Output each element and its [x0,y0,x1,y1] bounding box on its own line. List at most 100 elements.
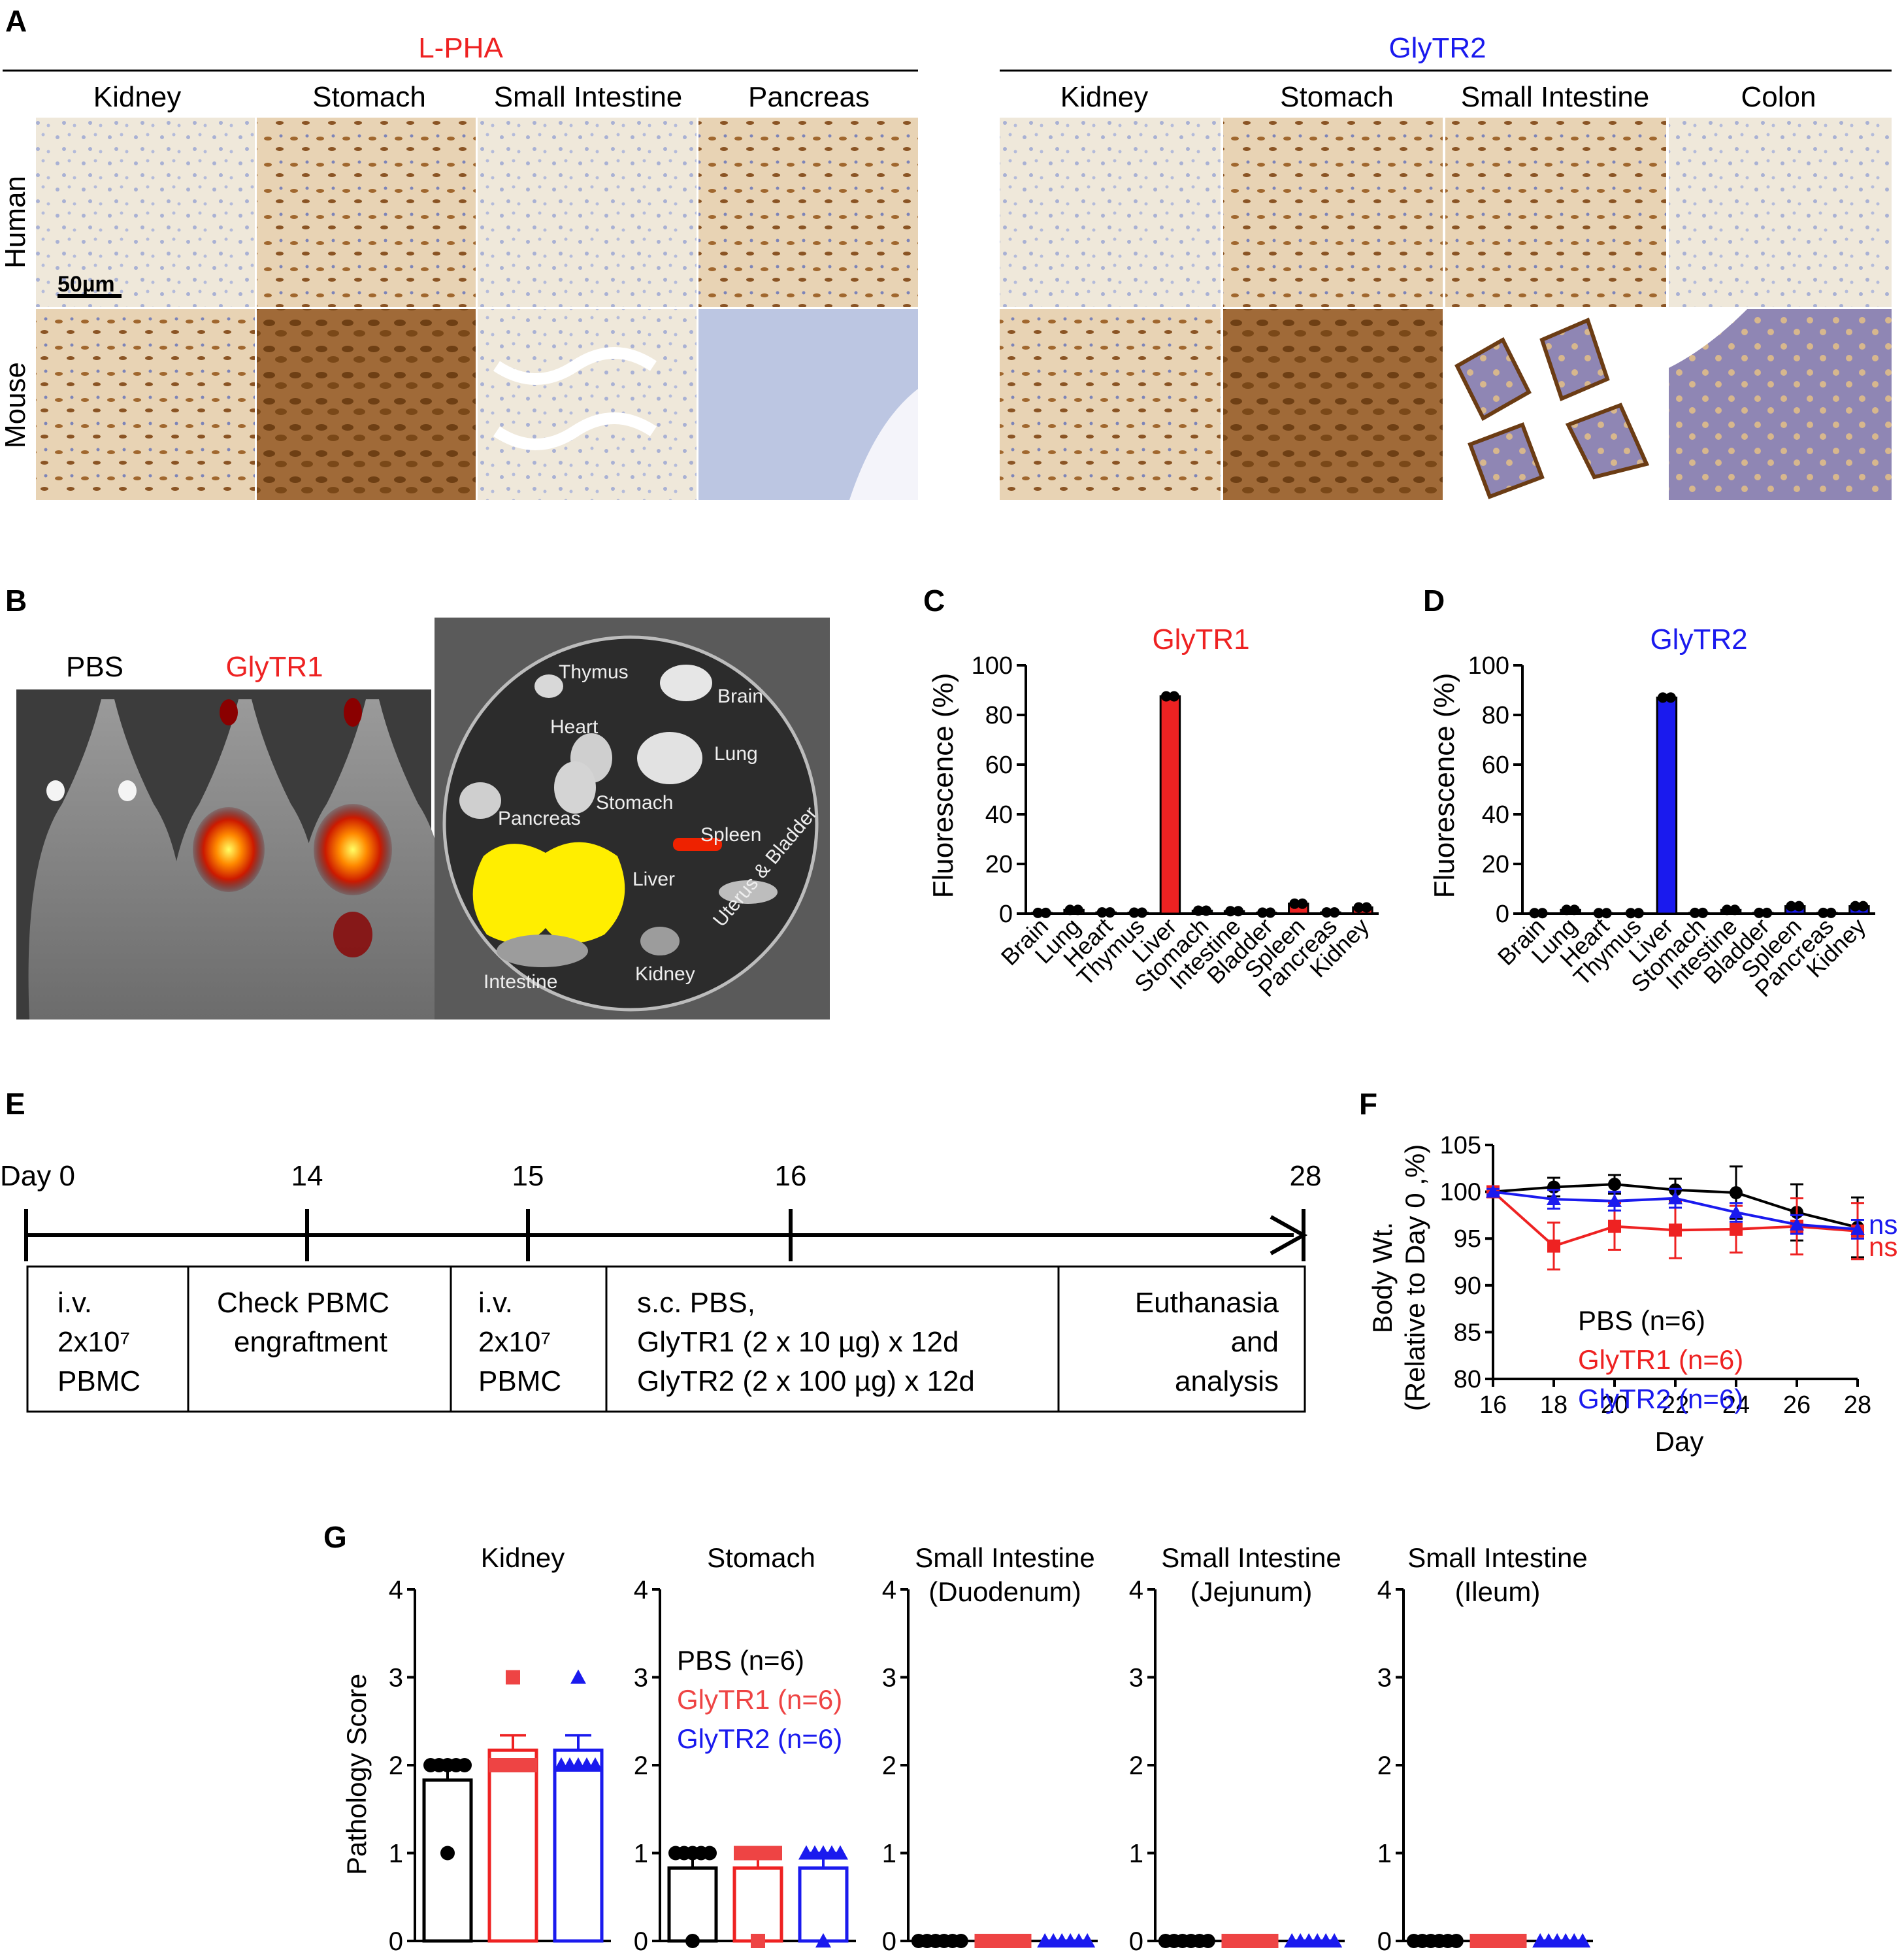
data-point [1264,1934,1279,1948]
x-tick-label: 28 [1844,1391,1871,1419]
y-tick-label: 0 [389,1927,403,1956]
y-tick-label: 85 [1454,1319,1481,1346]
lpha-micrographs: 50µm [36,118,918,500]
data-point [1193,905,1204,916]
data-point [1201,905,1211,916]
organ-label: Intestine [484,971,557,993]
chart-f-xlabel: Day [1655,1426,1704,1457]
ns-glytr1: ns [1869,1231,1897,1262]
y-tick-label: 90 [1454,1272,1481,1300]
subplot-title: Small Intestine [915,1542,1094,1573]
timeline-day: 28 [1290,1160,1322,1192]
y-tick-label: 0 [882,1927,896,1956]
step-text: Check PBMC [217,1287,389,1319]
glytr2-column-header: Small Intestine [1461,81,1650,113]
data-point [685,1934,700,1948]
step-text: 2x10⁷ [478,1326,551,1358]
x-tick-label: 26 [1783,1391,1811,1419]
y-tick-label: 0 [1377,1927,1392,1956]
data-point [768,1846,782,1861]
panel-b-label: B [5,584,27,618]
protocol-step-5: Euthanasia and analysis [1135,1287,1279,1397]
pancreas-lumen [849,389,918,500]
data-point [1858,901,1869,912]
chart-c-ylabel: Fluorescence (%) [927,673,959,899]
panel-e-label: E [5,1087,25,1121]
data-point [1608,1178,1621,1191]
organ-label: Stomach [596,792,673,814]
liver-signal [314,804,392,895]
y-tick-label: 20 [1482,851,1509,878]
panel-a-label: A [5,4,27,38]
y-tick-label: 1 [1129,1840,1143,1868]
y-tick-label: 0 [999,901,1013,928]
legend-pbs: PBS (n=6) [677,1645,804,1676]
organ-label: Liver [632,869,675,890]
micrograph-human-kidney [36,118,255,307]
y-tick-label: 60 [1482,752,1509,779]
step-text: PBMC [57,1365,140,1397]
organ-thymus [534,674,563,698]
data-point [1668,1191,1682,1204]
micrograph-human-kidney-glytr2 [1000,118,1221,307]
data-point [1601,908,1612,919]
y-tick-label: 1 [634,1840,648,1868]
data-point [1168,691,1179,702]
panel-g-label: G [323,1520,347,1554]
step-text: and [1231,1326,1279,1358]
data-point [523,1758,537,1772]
panel-f: F Body Wt. (Relative to Day 0 ,%) Day 80… [1359,1087,1897,1457]
y-tick-label: 4 [1377,1576,1392,1604]
y-tick-label: 100 [972,652,1013,680]
legend-glytr1: GlyTR1 (n=6) [1578,1344,1743,1375]
data-point [1826,907,1837,918]
chart-d-title: GlyTR2 [1650,623,1747,655]
panel-a: A L-PHA GlyTR2 Kidney Stomach Small Inte… [0,4,1892,500]
mouse-glytr1-a [165,699,325,1019]
micrograph-mouse-kidney [36,309,255,500]
data-point [1690,907,1700,918]
glytr2-column-header: Stomach [1280,81,1394,113]
intestine-lumen [493,347,657,450]
subplot-title: Small Intestine [1161,1542,1341,1573]
data-point [1160,691,1172,702]
y-tick-label: 2 [634,1751,648,1780]
data-point [1136,907,1147,918]
y-tick-label: 1 [1377,1840,1392,1868]
chart-f: 80 85 90 95 100 105 16 18 20 22 24 26 28 [1440,1132,1872,1419]
subplot-subtitle: (Jejunum) [1190,1576,1313,1607]
data-point [1593,908,1604,919]
data-point [1608,1219,1621,1233]
y-tick-label: 4 [389,1576,403,1604]
bar [667,1866,718,1943]
micrograph-human-colon-glytr2 [1669,118,1892,307]
data-point [1607,1193,1622,1207]
y-tick-label: 3 [1129,1664,1143,1693]
timeline-day: 16 [775,1160,807,1192]
lpha-column-header: Kidney [93,81,182,113]
subplot-title: Kidney [481,1542,565,1573]
data-point [1762,907,1773,918]
data-point [1072,904,1083,916]
row-label-mouse: Mouse [0,362,31,448]
organ-label: Brain [717,686,763,707]
chart-g-ylabel: Pathology Score [341,1674,372,1875]
subplot-subtitle: (Duodenum) [928,1576,1081,1607]
chart-d: 020406080100BrainLungHeartThymusLiverSto… [1468,652,1875,1002]
protocol-step-2: Check PBMC engraftment [217,1287,389,1358]
lpha-title: L-PHA [418,32,503,64]
data-point [1079,1933,1096,1948]
y-tick-label: 0 [1129,1927,1143,1956]
organ-stomach [554,761,596,814]
glytr2-column-header: Kidney [1060,81,1149,113]
chart-c-title: GlyTR1 [1152,623,1249,655]
data-point [1096,907,1108,918]
mouse-glytr1-b [293,698,452,1019]
glytr2-micrographs [1000,118,1892,500]
data-point [1289,898,1300,909]
step-text: engraftment [234,1326,387,1358]
timeline-day: Day 0 [0,1160,75,1192]
data-point [751,1934,765,1948]
